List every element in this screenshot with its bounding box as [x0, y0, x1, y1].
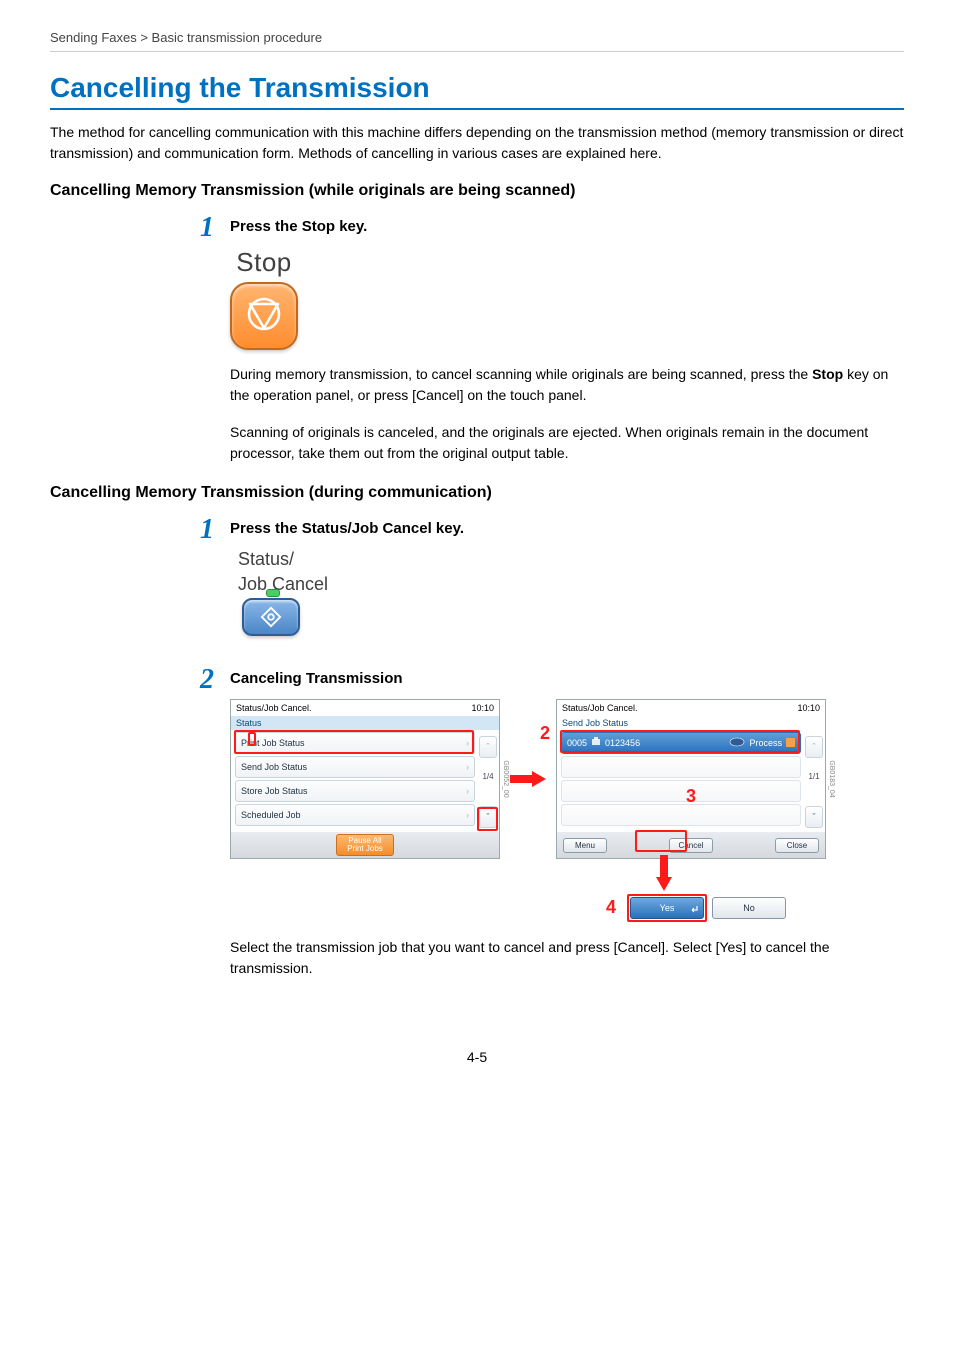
status-key-button[interactable]	[242, 598, 300, 636]
panel-screenshots-row: Status/Job Cancel. 10:10 Status Print Jo…	[230, 699, 904, 859]
text: During memory transmission, to cancel sc…	[230, 366, 812, 382]
status-led-icon	[266, 589, 280, 597]
scroll-down-button[interactable]: ˇ	[479, 806, 497, 828]
callout-2: 2	[540, 723, 550, 744]
pause-all-button[interactable]: Pause All Print Jobs	[336, 834, 394, 856]
section1-heading: Cancelling Memory Transmission (while or…	[50, 182, 904, 200]
job-row-selected[interactable]: 0005 0123456 Process	[561, 732, 801, 754]
section2-heading: Cancelling Memory Transmission (during c…	[50, 484, 904, 502]
section1-para2: Scanning of originals is canceled, and t…	[230, 422, 904, 464]
pager-label: 1/1	[805, 772, 823, 781]
status-icon	[786, 738, 795, 749]
step-title: Canceling Transmission	[230, 670, 904, 687]
step-number: 1	[200, 514, 214, 546]
final-paragraph: Select the transmission job that you wan…	[230, 937, 904, 979]
job-row-empty	[561, 804, 801, 826]
enter-icon	[689, 904, 699, 916]
intro-text: The method for cancelling communication …	[50, 122, 904, 164]
job-row-empty	[561, 780, 801, 802]
stop-key-illustration: Stop	[230, 247, 298, 350]
cancel-button[interactable]: Cancel	[669, 838, 713, 853]
status-key-label-1: Status/	[230, 549, 328, 570]
scroll-up-button[interactable]: ˆ	[479, 736, 497, 758]
panel-time: 10:10	[471, 703, 494, 713]
list-item-print-job[interactable]: Print Job Status›	[235, 732, 475, 754]
panel-tab[interactable]: Status	[231, 716, 499, 730]
panel-time: 10:10	[797, 703, 820, 713]
confirm-row: 4 Yes No	[230, 897, 904, 919]
step-number: 2	[200, 664, 214, 696]
no-button[interactable]: No	[712, 897, 786, 919]
close-button[interactable]: Close	[775, 838, 819, 853]
status-key-illustration: Status/ Job Cancel	[230, 549, 328, 636]
panel-header: Status/Job Cancel.	[236, 703, 312, 713]
job-status: Process	[749, 738, 782, 748]
list-item-store-job[interactable]: Store Job Status›	[235, 780, 475, 802]
step-title: Press the Status/Job Cancel key.	[230, 520, 904, 537]
list-item-send-job[interactable]: Send Job Status›	[235, 756, 475, 778]
breadcrumb: Sending Faxes > Basic transmission proce…	[50, 30, 904, 52]
stop-key-button[interactable]	[230, 282, 298, 350]
stop-key-label: Stop	[230, 247, 298, 278]
bold-stop: Stop	[812, 366, 843, 382]
menu-button[interactable]: Menu	[563, 838, 607, 853]
panel-header: Status/Job Cancel.	[562, 703, 638, 713]
step-title: Press the Stop key.	[230, 218, 904, 235]
page-number: 4-5	[50, 1049, 904, 1065]
pager-label: 1/4	[479, 772, 497, 781]
progress-icon	[729, 737, 745, 749]
fax-icon	[591, 737, 601, 749]
job-dest: 0123456	[605, 738, 640, 748]
stop-icon	[244, 296, 284, 336]
panel-tab[interactable]: Send Job Status	[557, 716, 825, 730]
arrow-right-icon	[510, 771, 546, 787]
section1-para1: During memory transmission, to cancel sc…	[230, 364, 904, 406]
panel-ref-id: GB0052_00	[502, 761, 509, 798]
arrow-down-icon	[656, 855, 672, 891]
scroll-up-button[interactable]: ˆ	[805, 736, 823, 758]
status-key-icon	[260, 606, 282, 628]
page-title: Cancelling the Transmission	[50, 72, 904, 110]
list-item-scheduled-job[interactable]: Scheduled Job›	[235, 804, 475, 826]
panel-ref-id: GB0183_04	[828, 761, 835, 798]
scroll-down-button[interactable]: ˇ	[805, 806, 823, 828]
status-panel-a: Status/Job Cancel. 10:10 Status Print Jo…	[230, 699, 500, 859]
callout-4: 4	[606, 897, 616, 918]
send-job-panel-b: Status/Job Cancel. 10:10 Send Job Status…	[556, 699, 826, 859]
step-number: 1	[200, 212, 214, 244]
yes-button[interactable]: Yes	[630, 897, 704, 919]
job-no: 0005	[567, 738, 587, 748]
job-row-empty	[561, 756, 801, 778]
callout-3: 3	[686, 786, 696, 807]
